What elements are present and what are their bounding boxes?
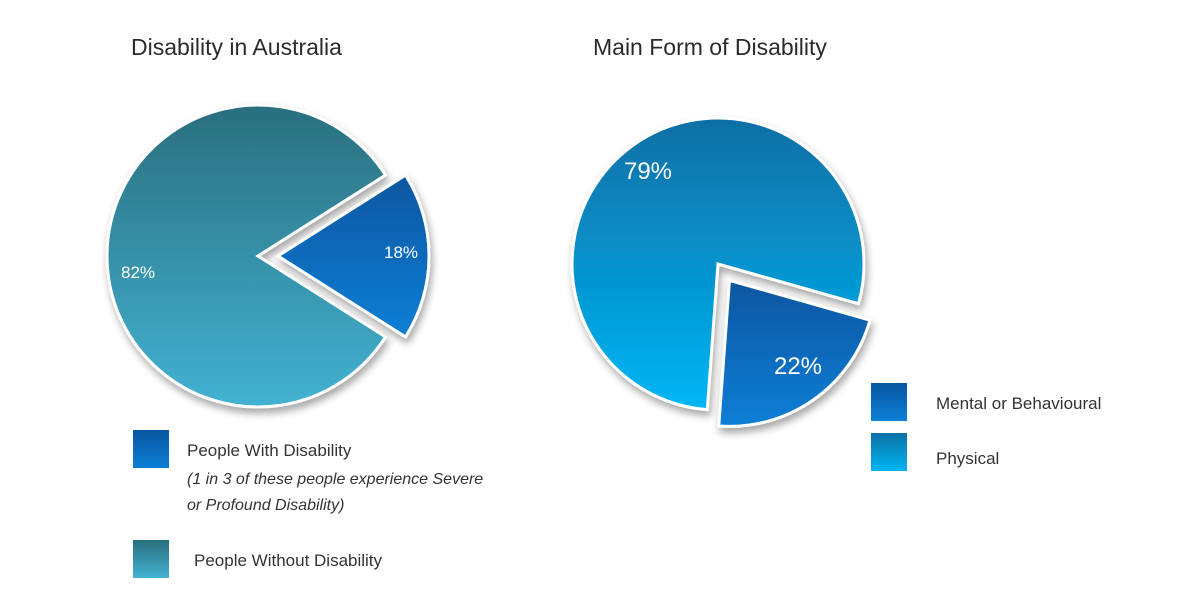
slice-people-without-disability [105,103,388,409]
legend-note-severe-profound: (1 in 3 of these people experience Sever… [187,471,484,514]
slice-physical [570,116,866,412]
legend-label-people-with-disability: People With Disability [187,441,352,460]
legend-swatch-physical [871,433,907,471]
legend-label-physical: Physical [936,449,1000,468]
legend-swatch-people-without-disability [133,540,169,578]
slice-label-82: 82% [121,263,155,282]
legend-label-people-without-disability: People Without Disability [194,551,383,570]
legend-swatch-mental-or-behavioural [871,383,907,421]
slice-mental-or-behavioural [717,278,872,428]
slice-label-79: 79% [624,158,672,185]
slice-people-with-disability [275,173,431,339]
chart-title-disability-in-australia: Disability in Australia [131,34,342,60]
slice-label-22: 22% [774,353,822,380]
chart-title-main-form-of-disability: Main Form of Disability [593,34,827,60]
legend-swatch-people-with-disability [133,430,169,468]
slice-label-18: 18% [384,243,418,262]
legend-label-mental-or-behavioural: Mental or Behavioural [936,394,1102,413]
